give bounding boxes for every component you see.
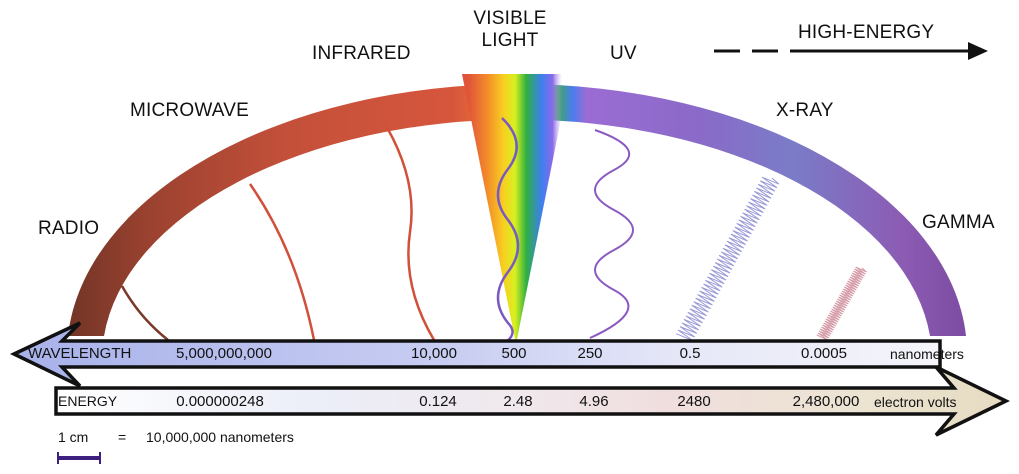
label-high-energy: HIGH-ENERGY xyxy=(798,22,935,43)
gamma-wave xyxy=(816,266,867,341)
energy-value: 0.124 xyxy=(419,393,457,410)
energy-value: 2.48 xyxy=(503,393,533,410)
label-visible-line2: LIGHT xyxy=(481,30,539,51)
label-infrared: INFRARED xyxy=(312,43,411,64)
infrared-wave xyxy=(383,123,436,341)
label-xray: X-RAY xyxy=(776,100,834,121)
xray-wave xyxy=(675,176,780,342)
scale-length: 1 cm xyxy=(58,429,89,445)
energy-value: 2480 xyxy=(677,393,711,410)
wavelength-arrow xyxy=(9,321,942,388)
wavelength-value: 500 xyxy=(501,345,527,362)
microwave-wave xyxy=(248,183,316,341)
energy-value: 4.96 xyxy=(579,393,609,410)
wavelength-value: 0.0005 xyxy=(801,345,847,362)
energy-arrow xyxy=(54,365,1011,437)
wavelength-unit: nanometers xyxy=(890,346,964,362)
spectrum-arc xyxy=(68,83,966,336)
label-radio: RADIO xyxy=(38,218,100,239)
uv-wave xyxy=(589,129,634,339)
energy-value: 0.000000248 xyxy=(176,393,264,410)
energy-unit: electron volts xyxy=(874,394,957,410)
wavelength-label: WAVELENGTH xyxy=(28,345,132,362)
wavelength-value: 250 xyxy=(577,345,603,362)
scale-equals: = xyxy=(118,429,127,445)
label-gamma: GAMMA xyxy=(922,212,995,233)
scale-value: 10,000,000 nanometers xyxy=(146,429,294,445)
energy-label: ENERGY xyxy=(58,393,118,409)
label-visible-line1: VISIBLE xyxy=(473,8,547,29)
label-uv: UV xyxy=(610,43,637,64)
label-visible: VISIBLE LIGHT xyxy=(468,8,552,52)
wavelength-value: 0.5 xyxy=(679,345,701,362)
radio-wave xyxy=(120,285,169,341)
wavelength-value: 5,000,000,000 xyxy=(176,345,272,362)
scale-bar xyxy=(57,452,101,464)
high-energy-arrow xyxy=(714,42,988,60)
wavelength-value: 10,000 xyxy=(411,345,457,362)
visible-light-wedge xyxy=(462,74,570,344)
label-microwave: MICROWAVE xyxy=(130,100,249,121)
energy-value: 2,480,000 xyxy=(792,393,860,410)
visible-wave xyxy=(496,117,520,343)
